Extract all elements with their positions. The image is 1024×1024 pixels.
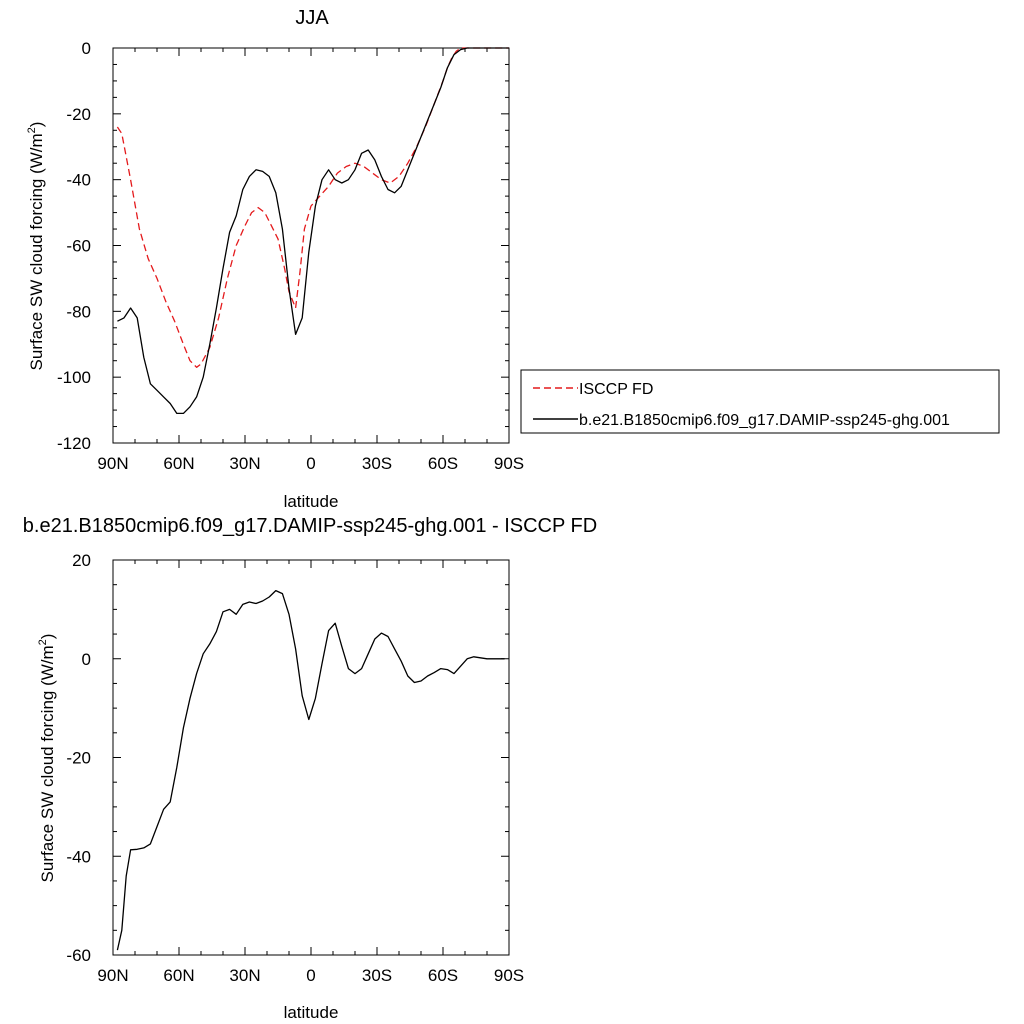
bottom-y-tick-label: 20 bbox=[72, 551, 91, 570]
top-y-tick-label: -100 bbox=[57, 368, 91, 387]
top-y-tick-label: 0 bbox=[82, 39, 91, 58]
bottom-y-tick-label: -20 bbox=[66, 749, 91, 768]
bottom-x-tick-label: 30S bbox=[362, 966, 392, 985]
bottom-chart-panel: b.e21.B1850cmip6.f09_g17.DAMIP-ssp245-gh… bbox=[23, 515, 597, 1022]
legend-label-isccp-fd: ISCCP FD bbox=[579, 381, 653, 398]
bottom-y-tick-label: -60 bbox=[66, 946, 91, 965]
top-series-line-0 bbox=[116, 47, 509, 368]
bottom-y-axis-label: Surface SW cloud forcing (W/m2) bbox=[37, 634, 57, 883]
top-x-axis-label: latitude bbox=[284, 492, 339, 511]
bottom-x-tick-label: 90N bbox=[97, 966, 128, 985]
top-chart-title: JJA bbox=[295, 7, 329, 29]
legend-box bbox=[520, 369, 1000, 434]
legend-label-model-run: b.e21.B1850cmip6.f09_g17.DAMIP-ssp245-gh… bbox=[579, 412, 950, 429]
top-x-tick-label: 60N bbox=[163, 454, 194, 473]
top-x-tick-label: 30N bbox=[229, 454, 260, 473]
top-y-tick-label: -20 bbox=[66, 105, 91, 124]
bottom-x-axis-label: latitude bbox=[284, 1003, 339, 1022]
bottom-x-tick-label: 90S bbox=[494, 966, 524, 985]
top-plot-area: 90N 60N 30N 0 30S 60S 90S -120 -100 -80 -60 -40 -20 0 bbox=[57, 39, 524, 473]
top-plot-frame bbox=[112, 47, 510, 444]
bottom-x-tick-label: 0 bbox=[306, 966, 315, 985]
bottom-plot-area: 90N 60N 30N 0 30S 60S 90S -60 -40 -20 0 20 bbox=[66, 551, 524, 985]
top-y-tick-label: -40 bbox=[66, 171, 91, 190]
bottom-x-tick-label: 60S bbox=[428, 966, 458, 985]
top-x-tick-label: 30S bbox=[362, 454, 392, 473]
top-x-tick-label: 90S bbox=[494, 454, 524, 473]
bottom-x-tick-label: 60N bbox=[163, 966, 194, 985]
top-y-tick-label: -60 bbox=[66, 237, 91, 256]
top-y-tick-label: -120 bbox=[57, 434, 91, 453]
bottom-chart-title: b.e21.B1850cmip6.f09_g17.DAMIP-ssp245-gh… bbox=[23, 515, 597, 537]
top-x-tick-label: 60S bbox=[428, 454, 458, 473]
bottom-plot-frame bbox=[112, 559, 510, 956]
top-y-tick-label: -80 bbox=[66, 302, 91, 321]
bottom-x-tick-label: 30N bbox=[229, 966, 260, 985]
top-x-tick-label: 0 bbox=[306, 454, 315, 473]
top-chart-panel: JJA 90N 60N 30N 0 30S 60S 90S -120 -100 -80 -60 -40… bbox=[26, 7, 524, 511]
bottom-y-tick-label: 0 bbox=[82, 650, 91, 669]
top-y-axis-label: Surface SW cloud forcing (W/m2) bbox=[26, 122, 46, 371]
bottom-series-line-0 bbox=[116, 589, 505, 951]
bottom-y-tick-label: -40 bbox=[66, 847, 91, 866]
top-x-tick-label: 90N bbox=[97, 454, 128, 473]
legend: ISCCP FD b.e21.B1850cmip6.f09_g17.DAMIP-… bbox=[520, 369, 1000, 434]
top-series-line-1 bbox=[117, 47, 509, 415]
